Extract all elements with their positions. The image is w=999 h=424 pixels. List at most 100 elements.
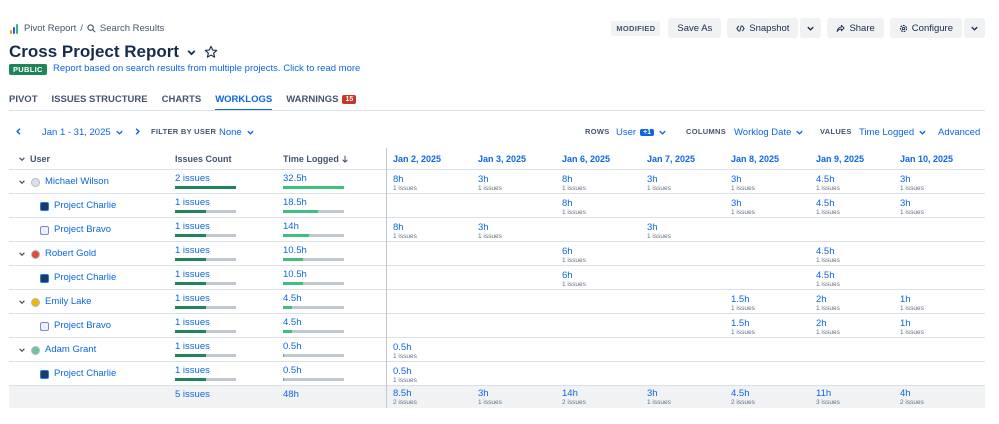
configure-button[interactable]: Configure [889,18,962,38]
total-issues-link[interactable]: 5 issues [175,389,210,400]
time-value-link[interactable]: 4.5h [816,270,835,281]
tab-pivot[interactable]: PIVOT [9,94,38,110]
breadcrumb-pivot-report[interactable]: Pivot Report [24,23,77,34]
tab-issues-structure[interactable]: ISSUES STRUCTURE [52,94,148,110]
prev-period-button[interactable] [14,127,23,136]
total-date-value[interactable]: 11h [816,388,832,399]
column-header-date[interactable]: Jan 10, 2025 [900,154,954,164]
time-logged-link[interactable]: 10.5h [283,245,307,256]
collapse-all-icon[interactable] [18,155,26,163]
chevron-down-icon[interactable] [18,178,26,188]
time-value-link[interactable]: 3h [731,174,742,185]
rows-dropdown[interactable]: User +1 [616,127,667,138]
column-header-date[interactable]: Jan 2, 2025 [393,154,442,164]
column-header-time-logged[interactable]: Time Logged [283,154,349,164]
values-dropdown[interactable]: Time Logged [859,127,927,138]
time-logged-link[interactable]: 4.5h [283,317,302,328]
time-logged-link[interactable]: 0.5h [283,365,302,376]
column-header-date[interactable]: Jan 9, 2025 [816,154,865,164]
issues-count-link[interactable]: 1 issues [175,221,210,232]
breadcrumb-search-results[interactable]: Search Results [99,23,165,34]
share-button[interactable]: Share [827,18,884,38]
total-date-value[interactable]: 4.5h [731,388,750,399]
time-value-link[interactable]: 3h [900,174,911,185]
time-value-link[interactable]: 3h [647,174,658,185]
time-logged-link[interactable]: 0.5h [283,341,302,352]
issues-count-link[interactable]: 1 issues [175,293,210,304]
column-header-date[interactable]: Jan 8, 2025 [731,154,780,164]
time-value-link[interactable]: 4.5h [816,174,835,185]
project-name-link[interactable]: Project Charlie [54,272,117,283]
time-value-link[interactable]: 8h [393,222,404,233]
next-period-button[interactable] [133,127,142,136]
save-as-button[interactable]: Save As [668,18,722,38]
user-name-link[interactable]: Emily Lake [45,296,92,307]
time-value-link[interactable]: 3h [478,174,489,185]
time-value-link[interactable]: 1h [900,294,911,305]
project-name-link[interactable]: Project Charlie [54,200,117,211]
time-logged-link[interactable]: 32.5h [283,173,307,184]
total-time-link[interactable]: 48h [283,389,299,400]
issues-count-link[interactable]: 1 issues [175,317,210,328]
time-logged-link[interactable]: 4.5h [283,293,302,304]
issues-count-link[interactable]: 1 issues [175,197,210,208]
columns-dropdown[interactable]: Worklog Date [734,127,804,138]
time-logged-link[interactable]: 10.5h [283,269,307,280]
total-date-value[interactable]: 4h [900,388,911,399]
time-value-link[interactable]: 4.5h [816,198,835,209]
user-name-link[interactable]: Michael Wilson [45,176,109,187]
time-value-link[interactable]: 2h [816,294,827,305]
time-value-link[interactable]: 2h [816,318,827,329]
column-header-date[interactable]: Jan 6, 2025 [562,154,611,164]
chevron-down-icon[interactable] [18,346,26,356]
issues-count-link[interactable]: 1 issues [175,245,210,256]
time-value-link[interactable]: 8h [562,174,573,185]
chevron-down-icon[interactable] [18,250,26,260]
time-value-link[interactable]: 6h [562,246,573,257]
column-header-date[interactable]: Jan 3, 2025 [478,154,527,164]
total-date-value[interactable]: 8.5h [393,388,412,399]
time-value-link[interactable]: 8h [393,174,404,185]
time-value-link[interactable]: 3h [900,198,911,209]
snapshot-button[interactable]: Snapshot [727,18,799,38]
issues-count-link[interactable]: 1 issues [175,269,210,280]
time-value-link[interactable]: 4.5h [816,246,835,257]
issues-count-link[interactable]: 2 issues [175,173,210,184]
chevron-down-icon[interactable] [18,298,26,308]
project-name-link[interactable]: Project Bravo [54,320,112,331]
time-value-link[interactable]: 3h [478,222,489,233]
tab-worklogs[interactable]: WORKLOGS [215,94,273,111]
filter-user-dropdown[interactable]: None [219,127,255,138]
report-description-link[interactable]: Report based on search results from mult… [53,63,361,74]
column-header-user[interactable]: User [30,154,51,164]
star-icon[interactable] [204,45,218,59]
total-date-value[interactable]: 14h [562,388,578,399]
user-name-link[interactable]: Adam Grant [45,344,97,355]
time-value-link[interactable]: 0.5h [393,342,412,353]
time-value-link[interactable]: 6h [562,270,573,281]
time-value-link[interactable]: 1.5h [731,318,750,329]
user-name-link[interactable]: Robert Gold [45,248,97,259]
advanced-link[interactable]: Advanced [938,127,980,138]
time-value-link[interactable]: 1.5h [731,294,750,305]
issues-count-link[interactable]: 1 issues [175,365,210,376]
time-value-link[interactable]: 8h [562,198,573,209]
time-logged-link[interactable]: 14h [283,221,299,232]
project-name-link[interactable]: Project Bravo [54,224,112,235]
time-value-link[interactable]: 0.5h [393,366,412,377]
total-date-value[interactable]: 3h [647,388,658,399]
chevron-down-icon[interactable] [186,47,197,58]
tab-charts[interactable]: CHARTS [162,94,202,110]
time-logged-link[interactable]: 18.5h [283,197,307,208]
column-header-issues-count[interactable]: Issues Count [175,154,232,164]
issues-count-link[interactable]: 1 issues [175,341,210,352]
time-value-link[interactable]: 1h [900,318,911,329]
column-header-date[interactable]: Jan 7, 2025 [647,154,696,164]
tab-warnings[interactable]: WARNINGS 15 [286,94,357,110]
project-name-link[interactable]: Project Charlie [54,368,117,379]
date-range-selector[interactable]: Jan 1 - 31, 2025 [42,127,124,138]
time-value-link[interactable]: 3h [731,198,742,209]
snapshot-dropdown-button[interactable] [800,18,822,38]
configure-dropdown-button[interactable] [964,18,985,38]
time-value-link[interactable]: 3h [647,222,658,233]
